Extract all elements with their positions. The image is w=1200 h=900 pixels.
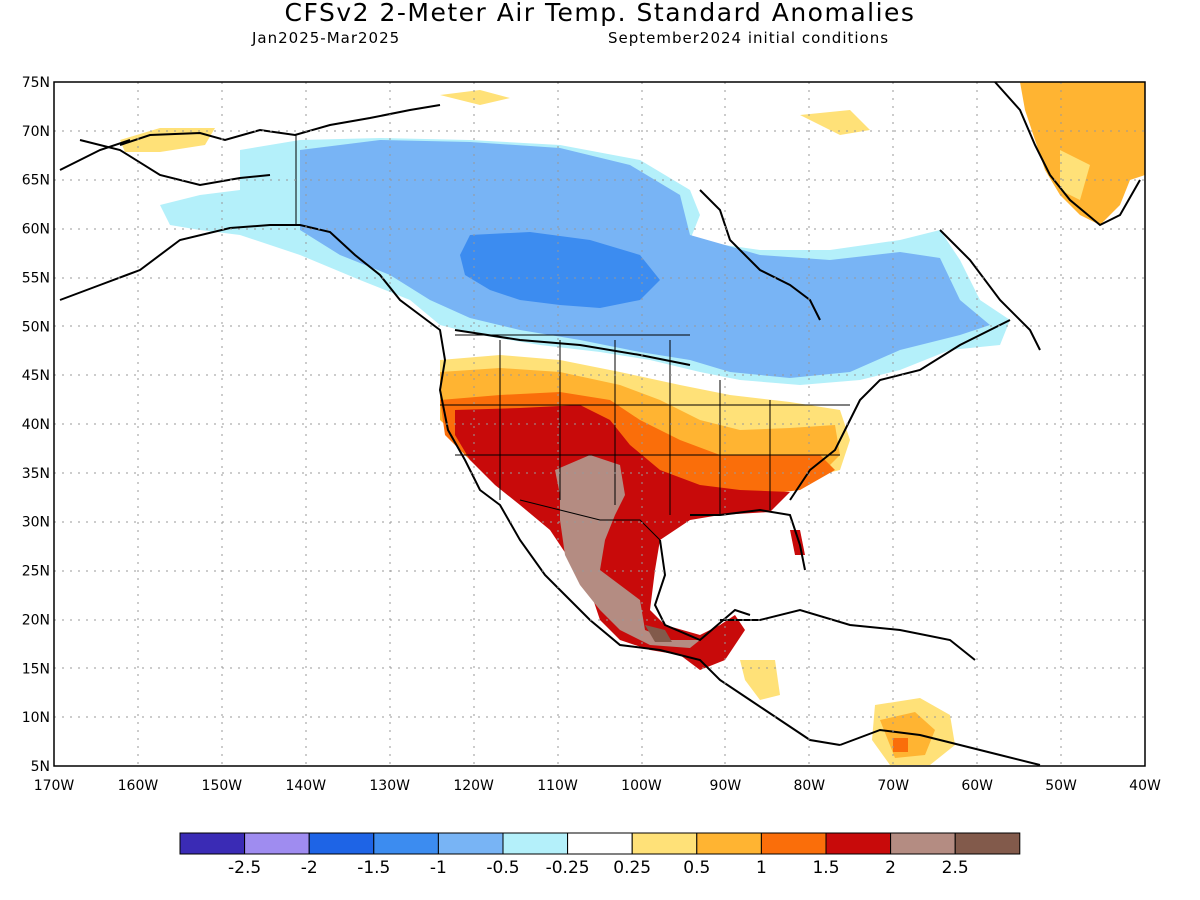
colorbar-tick-label: -2.5 [228, 858, 261, 878]
plot-frame [53, 81, 1146, 767]
colorbar-tick-label: -2 [301, 858, 318, 878]
colorbar-labels: -2.5 -2 -1.5 -1 -0.5 -0.25 0.25 0.5 1 1.5 2 2.5 [228, 858, 969, 878]
latitude-tick-label: 45N [22, 368, 50, 384]
latitude-tick-label: 75N [22, 75, 50, 91]
latitude-tick-label: 30N [22, 515, 50, 531]
colorbar-swatch [373, 832, 439, 855]
colorbar-tick-label: -0.5 [486, 858, 519, 878]
latitude-tick-label: 50N [22, 319, 50, 335]
latitude-labels: 75N 70N 65N 60N 55N 50N 45N 40N 35N 30N 25N 20N 15N 1… [22, 75, 50, 775]
longitude-tick-label: 60W [961, 778, 993, 794]
colorbar-tick-label: 1.5 [812, 858, 839, 878]
forecast-period: Jan2025-Mar2025 [252, 29, 401, 47]
longitude-tick-label: 70W [877, 778, 909, 794]
colorbar-swatch [825, 832, 892, 855]
latitude-tick-label: 20N [22, 612, 50, 628]
latitude-tick-label: 5N [31, 759, 50, 775]
longitude-tick-label: 120W [453, 778, 494, 794]
colorbar-swatch [244, 832, 310, 855]
cool-mid-region [300, 140, 990, 378]
latitude-tick-label: 35N [22, 466, 50, 482]
warm-very-region [455, 405, 790, 670]
colorbar-tick-label: 0.25 [613, 858, 651, 878]
longitude-tick-label: 110W [537, 778, 578, 794]
colorbar-swatch [179, 832, 246, 855]
longitude-tick-label: 130W [369, 778, 410, 794]
longitude-tick-label: 80W [793, 778, 825, 794]
longitude-tick-label: 160W [118, 778, 159, 794]
colorbar-swatch [567, 832, 633, 855]
warm-central-america [740, 660, 780, 700]
warm-greenland-light [1060, 150, 1090, 200]
warm-extreme-region [555, 455, 700, 648]
initial-conditions: September2024 initial conditions [608, 29, 890, 47]
latitude-tick-label: 60N [22, 222, 50, 238]
colorbar-tick-label: -0.25 [546, 858, 590, 878]
longitude-tick-label: 150W [202, 778, 243, 794]
latitude-tick-label: 25N [22, 564, 50, 580]
colorbar-tick-label: 2 [885, 858, 896, 878]
colorbar-swatch [954, 832, 1021, 855]
warm-greenland-mid [1020, 82, 1145, 225]
colorbar-tick-label: 0.5 [683, 858, 710, 878]
latitude-tick-label: 10N [22, 710, 50, 726]
latitude-tick-label: 70N [22, 124, 50, 140]
colorbar-swatch [437, 832, 504, 855]
colorbar-swatch [890, 832, 956, 855]
longitude-tick-label: 50W [1045, 778, 1077, 794]
map-title: CFSv2 2-Meter Air Temp. Standard Anomali… [284, 0, 916, 27]
longitude-tick-label: 170W [34, 778, 75, 794]
colorbar-swatch [308, 832, 375, 855]
longitude-tick-label: 40W [1129, 778, 1161, 794]
colorbar-tick-label: -1.5 [357, 858, 390, 878]
longitude-tick-label: 90W [710, 778, 742, 794]
latitude-tick-label: 65N [22, 173, 50, 189]
colorbar-swatch [631, 832, 698, 855]
colorbar-swatch [696, 832, 762, 855]
colorbar-tick-label: 1 [756, 858, 767, 878]
anomaly-fields [120, 82, 1145, 765]
longitude-labels: 170W 160W 150W 140W 130W 120W 110W 100W 90W 80W 70… [34, 778, 1161, 794]
colorbar-swatch [760, 832, 827, 855]
longitude-tick-label: 140W [285, 778, 326, 794]
colorbar-tick-label: 2.5 [942, 858, 969, 878]
warm-arctic-islands [440, 90, 510, 105]
latitude-tick-label: 15N [22, 661, 50, 677]
longitude-tick-label: 100W [621, 778, 662, 794]
colorbar [179, 832, 1021, 855]
warm-arctic-islands-2 [800, 110, 870, 135]
cool-strong-region [460, 232, 660, 308]
colorbar-swatch [502, 832, 569, 855]
warm-caribbean-sa-strong [893, 738, 908, 752]
latitude-tick-label: 55N [22, 270, 50, 286]
warm-max-region [645, 625, 672, 642]
latitude-tick-label: 40N [22, 417, 50, 433]
colorbar-tick-label: -1 [430, 858, 447, 878]
gridlines [54, 82, 1145, 766]
